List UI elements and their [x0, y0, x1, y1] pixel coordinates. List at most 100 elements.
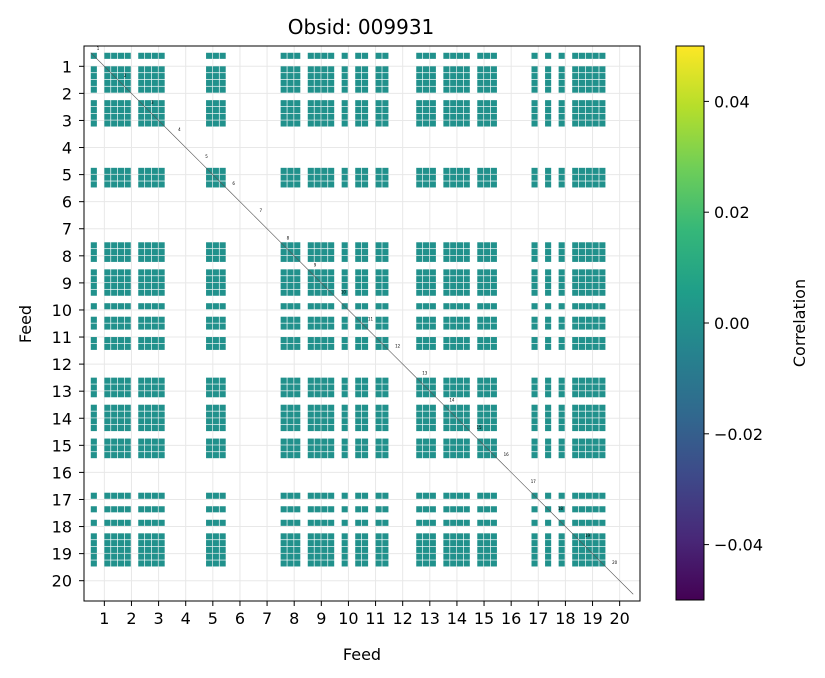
heatmap-cell: [307, 316, 314, 323]
heatmap-cell: [294, 282, 301, 289]
heatmap-cell: [490, 506, 497, 513]
heatmap-cell: [158, 546, 165, 553]
heatmap-cell: [158, 418, 165, 425]
heatmap-cell: [429, 113, 436, 120]
heatmap-cell: [477, 174, 484, 181]
heatmap-cell: [328, 181, 335, 188]
x-tick-label: 18: [555, 609, 575, 628]
heatmap-cell: [572, 113, 579, 120]
heatmap-cell: [341, 174, 348, 181]
heatmap-cell: [212, 506, 219, 513]
heatmap-cell: [111, 52, 118, 59]
heatmap-cell: [599, 418, 606, 425]
heatmap-cell: [572, 242, 579, 249]
heatmap-cell: [90, 120, 97, 127]
y-tick-label: 6: [62, 193, 72, 212]
heatmap-cell: [138, 106, 145, 113]
heatmap-cell: [585, 276, 592, 283]
heatmap-cell: [585, 506, 592, 513]
heatmap-cell: [145, 425, 152, 432]
heatmap-cell: [158, 79, 165, 86]
heatmap-cell: [572, 418, 579, 425]
heatmap-cell: [341, 540, 348, 547]
heatmap-cell: [490, 276, 497, 283]
heatmap-cell: [104, 167, 111, 174]
heatmap-cell: [104, 269, 111, 276]
heatmap-cell: [545, 282, 552, 289]
heatmap-cell: [490, 546, 497, 553]
heatmap-cell: [572, 249, 579, 256]
heatmap-cell: [219, 411, 226, 418]
heatmap-cell: [145, 418, 152, 425]
heatmap-cell: [558, 546, 565, 553]
heatmap-cell: [592, 418, 599, 425]
heatmap-cell: [294, 391, 301, 398]
heatmap-cell: [206, 316, 213, 323]
heatmap-cell: [592, 113, 599, 120]
heatmap-cell: [558, 79, 565, 86]
heatmap-cell: [429, 452, 436, 459]
diagonal-dash: [334, 296, 363, 324]
heatmap-cell: [545, 492, 552, 499]
heatmap-cell: [206, 445, 213, 452]
heatmap-cell: [456, 86, 464, 93]
heatmap-cell: [477, 79, 484, 86]
diagonal-label: 19: [585, 533, 591, 538]
heatmap-cell: [592, 242, 599, 249]
heatmap-cell: [463, 100, 470, 107]
heatmap-cell: [578, 120, 586, 127]
heatmap-cell: [545, 560, 552, 567]
heatmap-cell: [104, 506, 111, 513]
heatmap-cell: [463, 120, 470, 127]
diagonal-dash: [605, 566, 634, 595]
heatmap-cell: [158, 519, 165, 526]
heatmap-cell: [287, 73, 294, 80]
heatmap-cell: [450, 445, 457, 452]
heatmap-cell: [294, 174, 301, 181]
heatmap-cell: [138, 384, 145, 391]
heatmap-cell: [443, 73, 450, 80]
heatmap-cell: [355, 120, 362, 127]
heatmap-cell: [212, 276, 219, 283]
heatmap-cell: [111, 540, 118, 547]
heatmap-cell: [307, 391, 314, 398]
heatmap-cell: [429, 560, 436, 567]
heatmap-cell: [212, 438, 219, 445]
heatmap-cell: [138, 377, 145, 384]
heatmap-cell: [158, 492, 165, 499]
heatmap-cell: [138, 79, 145, 86]
heatmap-cell: [531, 79, 538, 86]
heatmap-cell: [124, 391, 131, 398]
heatmap-cell: [423, 86, 430, 93]
heatmap-cell: [429, 276, 436, 283]
diagonal-dash: [117, 79, 146, 108]
heatmap-cell: [450, 316, 457, 323]
heatmap-cell: [585, 282, 592, 289]
heatmap-cell: [294, 316, 301, 323]
heatmap-cell: [592, 323, 599, 330]
heatmap-cell: [341, 249, 348, 256]
heatmap-cell: [307, 303, 314, 310]
heatmap-cell: [138, 445, 145, 452]
heatmap-cell: [219, 323, 226, 330]
heatmap-cell: [578, 323, 586, 330]
heatmap-cell: [578, 533, 586, 540]
heatmap-cell: [443, 560, 450, 567]
heatmap-cell: [151, 73, 158, 80]
heatmap-cell: [450, 337, 457, 344]
heatmap-cell: [375, 269, 382, 276]
heatmap-cell: [138, 242, 145, 249]
heatmap-cell: [355, 377, 362, 384]
heatmap-cell: [572, 377, 579, 384]
heatmap-cell: [151, 249, 158, 256]
diagonal-label: 16: [504, 452, 510, 457]
heatmap-cell: [117, 425, 124, 432]
heatmap-cell: [375, 181, 382, 188]
heatmap-cell: [145, 113, 152, 120]
heatmap-cell: [219, 106, 226, 113]
heatmap-cell: [138, 533, 145, 540]
grid-lines: [84, 46, 640, 601]
heatmap-cell: [280, 506, 287, 513]
heatmap-cell: [463, 174, 470, 181]
heatmap-cell: [416, 106, 423, 113]
